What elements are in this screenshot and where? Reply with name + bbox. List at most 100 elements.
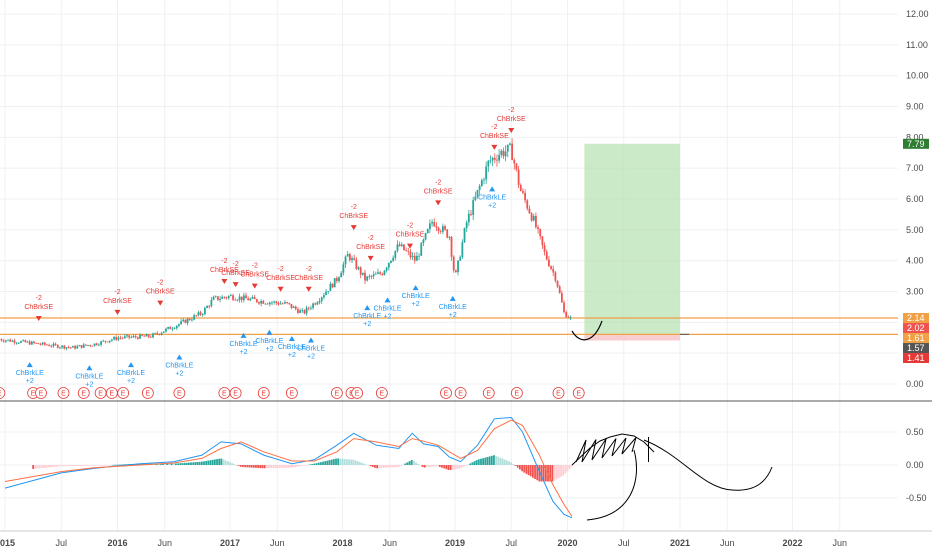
candle-body[interactable] [258, 302, 260, 304]
candle-body[interactable] [545, 251, 548, 260]
macd-line[interactable] [4, 416, 573, 519]
earnings-marker-icon[interactable] [552, 387, 565, 399]
candle-body[interactable] [251, 297, 254, 299]
candle-body[interactable] [502, 150, 505, 157]
candle-body[interactable] [284, 302, 286, 304]
candle-body[interactable] [232, 295, 234, 300]
candle-body[interactable] [377, 272, 379, 274]
candle-body[interactable] [446, 229, 449, 238]
candle-body[interactable] [180, 321, 183, 325]
buy-signal-arrow-icon[interactable] [240, 332, 247, 338]
candle-body[interactable] [537, 227, 539, 230]
candle-body[interactable] [288, 302, 291, 305]
candle-body[interactable] [247, 298, 250, 301]
candle-body[interactable] [193, 315, 195, 320]
candle-body[interactable] [526, 200, 529, 209]
candle-body[interactable] [452, 256, 455, 271]
candle-body[interactable] [271, 302, 273, 304]
candle-body[interactable] [329, 283, 332, 292]
candle-body[interactable] [411, 255, 414, 258]
candle-body[interactable] [143, 335, 146, 337]
candle-body[interactable] [186, 318, 189, 324]
candle-body[interactable] [448, 236, 451, 238]
candle-body[interactable] [219, 298, 221, 300]
candle-body[interactable] [547, 259, 550, 267]
candle-body[interactable] [496, 159, 498, 161]
candle-body[interactable] [565, 312, 568, 318]
candle-body[interactable] [394, 250, 397, 258]
candle-body[interactable] [504, 151, 507, 157]
candle-body[interactable] [108, 340, 111, 343]
candle-body[interactable] [162, 331, 165, 333]
candle-body[interactable] [327, 291, 330, 292]
candle-body[interactable] [39, 344, 42, 345]
candle-body[interactable] [444, 226, 446, 230]
candle-body[interactable] [128, 335, 131, 338]
target-zone[interactable] [584, 143, 680, 335]
candle-body[interactable] [515, 163, 518, 170]
sell-signal-arrow-icon[interactable] [367, 255, 374, 261]
candle-body[interactable] [359, 267, 362, 275]
sell-signal-arrow-icon[interactable] [114, 309, 121, 315]
candle-body[interactable] [273, 301, 276, 303]
earnings-marker-icon[interactable] [440, 387, 452, 399]
candle-body[interactable] [195, 315, 198, 317]
candle-body[interactable] [467, 213, 470, 223]
candle-body[interactable] [147, 334, 150, 337]
candle-body[interactable] [188, 318, 191, 321]
candle-body[interactable] [435, 226, 438, 228]
candle-body[interactable] [400, 244, 403, 247]
candle-body[interactable] [543, 245, 546, 252]
candle-body[interactable] [119, 337, 122, 339]
candle-body[interactable] [74, 346, 76, 349]
candle-body[interactable] [141, 334, 144, 336]
candle-body[interactable] [35, 342, 38, 344]
candle-body[interactable] [498, 154, 501, 161]
candle-body[interactable] [208, 306, 211, 307]
buy-signal-arrow-icon[interactable] [384, 297, 391, 303]
candle-body[interactable] [41, 342, 44, 345]
candle-body[interactable] [528, 208, 531, 214]
buy-signal-arrow-icon[interactable] [26, 362, 33, 368]
candle-body[interactable] [418, 255, 420, 257]
candle-body[interactable] [297, 309, 299, 313]
sell-signal-arrow-icon[interactable] [305, 286, 312, 292]
candle-body[interactable] [242, 295, 245, 301]
candle-body[interactable] [381, 273, 384, 275]
candle-body[interactable] [530, 213, 533, 221]
candle-body[interactable] [238, 296, 241, 300]
candle-body[interactable] [130, 336, 133, 338]
candle-body[interactable] [426, 229, 429, 234]
earnings-marker-icon[interactable] [510, 387, 523, 399]
candle-body[interactable] [100, 341, 102, 345]
candle-body[interactable] [489, 160, 492, 162]
candle-body[interactable] [416, 255, 418, 261]
candle-body[interactable] [110, 339, 113, 341]
candle-body[interactable] [123, 336, 126, 338]
candle-body[interactable] [249, 298, 252, 301]
candle-body[interactable] [307, 307, 310, 309]
candle-body[interactable] [519, 184, 522, 192]
candle-body[interactable] [264, 303, 267, 305]
candle-body[interactable] [171, 328, 174, 330]
candle-body[interactable] [450, 236, 453, 257]
candle-body[interactable] [325, 291, 327, 296]
candle-body[interactable] [154, 333, 157, 334]
candle-body[interactable] [338, 277, 340, 282]
candle-body[interactable] [463, 228, 466, 243]
candle-body[interactable] [294, 306, 297, 310]
candle-body[interactable] [409, 251, 412, 258]
earnings-marker-icon[interactable] [57, 387, 70, 399]
candle-body[interactable] [465, 222, 468, 229]
candle-body[interactable] [28, 341, 31, 345]
candle-body[interactable] [48, 345, 51, 347]
candle-body[interactable] [160, 332, 163, 335]
earnings-marker-icon[interactable] [77, 387, 90, 399]
candle-body[interactable] [513, 160, 516, 164]
candle-body[interactable] [554, 272, 557, 281]
candle-body[interactable] [351, 258, 353, 261]
candle-body[interactable] [191, 319, 193, 321]
candle-body[interactable] [33, 341, 35, 343]
candle-body[interactable] [117, 337, 120, 340]
candle-body[interactable] [299, 310, 301, 313]
